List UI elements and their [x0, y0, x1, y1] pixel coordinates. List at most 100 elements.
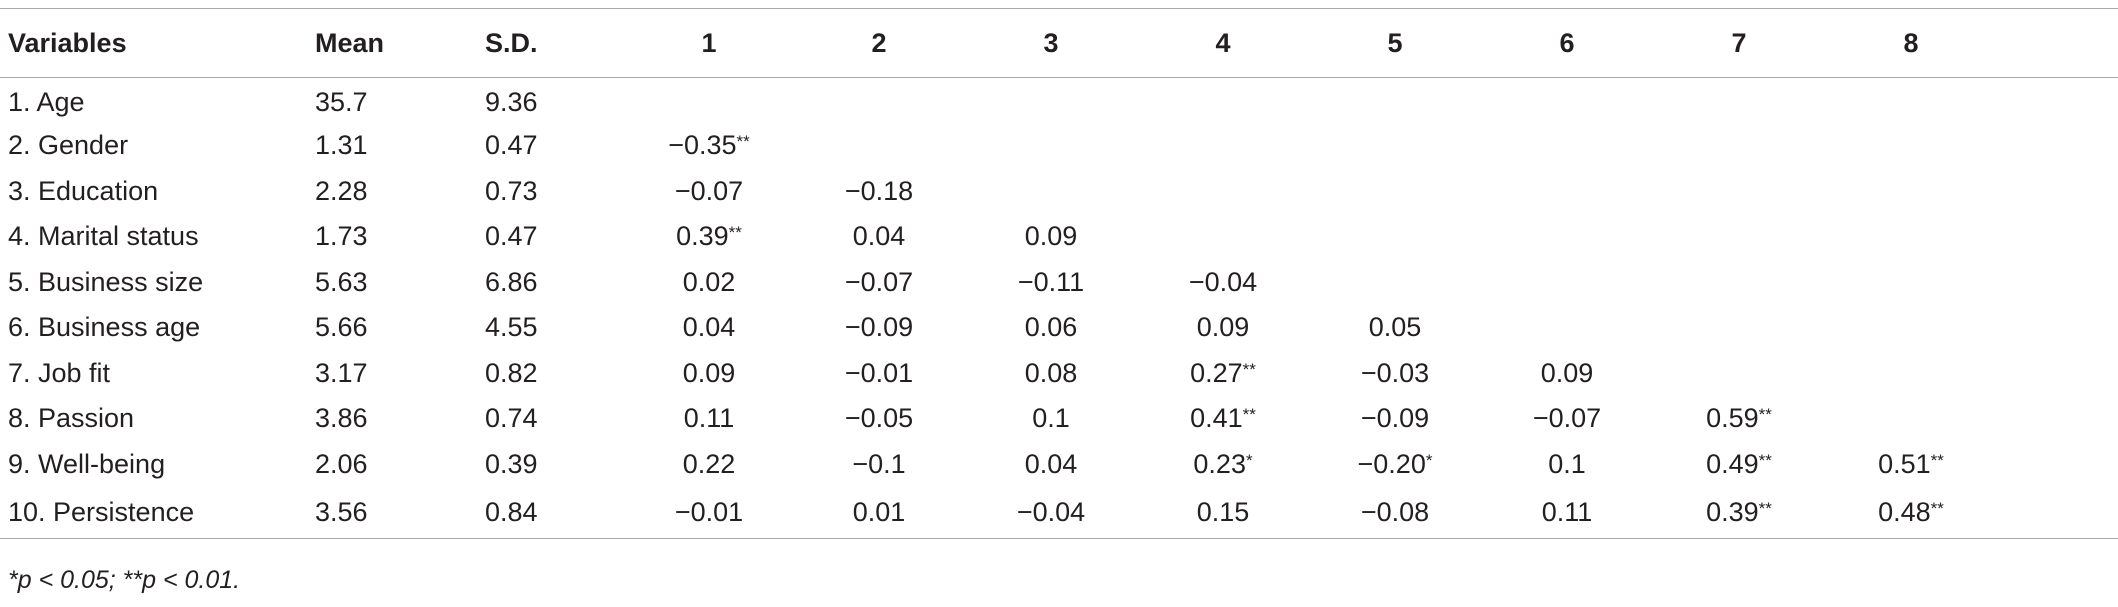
header-col-6: 6 — [1481, 8, 1653, 78]
mean-value: 5.63 — [315, 266, 368, 297]
correlation-cell: 0.09 — [1481, 351, 1653, 397]
correlation-value: −0.18 — [844, 175, 914, 206]
correlation-value: 0.48 — [1878, 497, 1931, 527]
correlation-value: −0.04 — [1016, 497, 1086, 527]
correlation-value: 0.09 — [682, 357, 736, 388]
correlation-cell: −0.09 — [1309, 396, 1481, 442]
correlation-cell — [1997, 214, 2118, 260]
correlation-table: Variables Mean S.D. 1 2 3 4 5 6 7 8 9 1.… — [0, 8, 2118, 539]
correlation-value: −0.1 — [852, 448, 906, 479]
correlation-cell: −0.09 — [793, 305, 965, 351]
correlation-cell: −0.05 — [793, 396, 965, 442]
correlation-cell: −0.04 — [1137, 260, 1309, 306]
correlation-cell — [1825, 396, 1997, 442]
correlation-cell: 0.09 — [625, 351, 793, 397]
correlation-cell: −0.03 — [1309, 351, 1481, 397]
correlation-value: 0.59 — [1706, 403, 1759, 434]
correlation-cell: −0.07 — [793, 260, 965, 306]
correlation-cell — [1309, 260, 1481, 306]
mean-value: 2.06 — [315, 448, 368, 479]
correlation-cell: −0.20* — [1309, 442, 1481, 488]
correlation-cell — [1481, 305, 1653, 351]
correlation-cell: −0.18 — [793, 169, 965, 215]
correlation-value: 0.09 — [1196, 312, 1250, 343]
correlation-value: −0.04 — [1188, 266, 1258, 297]
table-body: 1. Age 35.7 9.36 2. Gender 1.31 0.47 −0.35** 3.… — [0, 78, 2118, 539]
correlation-cell: −0.07 — [625, 169, 793, 215]
correlation-cell: −0.04 — [965, 487, 1137, 539]
correlation-value: 0.04 — [682, 312, 736, 343]
variable-label: 4. Marital status — [8, 221, 199, 252]
correlation-cell — [1481, 78, 1653, 124]
header-row: Variables Mean S.D. 1 2 3 4 5 6 7 8 9 — [0, 8, 2118, 78]
correlation-cell: 0.04 — [625, 305, 793, 351]
header-variables: Variables — [0, 8, 315, 78]
correlation-value: −0.09 — [1360, 403, 1430, 434]
correlation-cell — [793, 78, 965, 124]
correlation-value: 0.04 — [852, 221, 906, 252]
correlation-value: 0.04 — [1024, 448, 1078, 479]
correlation-cell — [1997, 396, 2118, 442]
correlation-cell: 0.02 — [625, 260, 793, 306]
correlation-cell — [1481, 214, 1653, 260]
correlation-value: 0.39 — [1706, 497, 1759, 527]
correlation-cell: 0.51** — [1825, 442, 1997, 488]
header-col-8: 8 — [1825, 8, 1997, 78]
correlation-cell — [1653, 260, 1825, 306]
correlation-value: −0.07 — [1532, 403, 1602, 434]
table-row: 1. Age 35.7 9.36 — [0, 78, 2118, 124]
footnote: *p < 0.05; **p < 0.01. — [8, 566, 241, 594]
significance-marker: ** — [1758, 499, 1772, 518]
correlation-value: −0.05 — [844, 403, 914, 434]
correlation-value: 0.09 — [1024, 221, 1078, 252]
correlation-value: 0.23 — [1193, 448, 1246, 479]
correlation-value: 0.1 — [1032, 403, 1070, 434]
correlation-cell — [1653, 78, 1825, 124]
correlation-cell: −0.11 — [965, 260, 1137, 306]
correlation-value: 0.02 — [682, 266, 736, 297]
header-col-4: 4 — [1137, 8, 1309, 78]
significance-marker: ** — [1758, 450, 1772, 470]
correlation-cell: 0.41** — [1137, 396, 1309, 442]
correlation-cell: 0.15 — [1137, 487, 1309, 539]
significance-marker: ** — [1242, 359, 1256, 379]
mean-value: 1.31 — [315, 130, 368, 161]
correlation-value: 0.05 — [1368, 312, 1422, 343]
correlation-cell: 0.04 — [793, 214, 965, 260]
table-row: 7. Job fit 3.17 0.82 0.09 −0.01 0.08 0.27** −0.… — [0, 351, 2118, 397]
correlation-cell: 0.39** — [1653, 487, 1825, 539]
correlation-cell — [1481, 123, 1653, 169]
sd-value: 0.74 — [485, 403, 538, 434]
correlation-value: 0.39 — [676, 221, 729, 252]
correlation-cell — [1997, 123, 2118, 169]
correlation-cell — [1997, 169, 2118, 215]
significance-marker: ** — [1242, 405, 1256, 425]
sd-value: 0.82 — [485, 357, 538, 388]
table-row: 2. Gender 1.31 0.47 −0.35** — [0, 123, 2118, 169]
correlation-value: 0.22 — [682, 448, 736, 479]
significance-marker: * — [1245, 450, 1253, 470]
significance-marker: ** — [1930, 450, 1944, 470]
correlation-cell — [1653, 214, 1825, 260]
correlation-cell: 0.59** — [1653, 396, 1825, 442]
correlation-cell: 0.11 — [1481, 487, 1653, 539]
correlation-cell: −0.01 — [793, 351, 965, 397]
correlation-value: −0.11 — [1017, 266, 1085, 297]
correlation-cell: 0.11 — [625, 396, 793, 442]
mean-value: 35.7 — [315, 87, 368, 117]
correlation-cell: −0.1 — [793, 442, 965, 488]
sd-value: 0.39 — [485, 448, 538, 479]
correlation-cell — [1481, 169, 1653, 215]
correlation-cell: 0.09 — [965, 214, 1137, 260]
correlation-cell: 0.05 — [1309, 305, 1481, 351]
correlation-cell — [1653, 305, 1825, 351]
correlation-value: −0.20 — [1357, 448, 1426, 479]
correlation-cell: 0.22 — [625, 442, 793, 488]
correlation-cell — [1137, 78, 1309, 124]
correlation-cell — [793, 123, 965, 169]
correlation-cell — [965, 169, 1137, 215]
variable-label: 10. Persistence — [0, 487, 315, 539]
correlation-cell — [1997, 442, 2118, 488]
sd-value: 0.84 — [485, 487, 625, 539]
